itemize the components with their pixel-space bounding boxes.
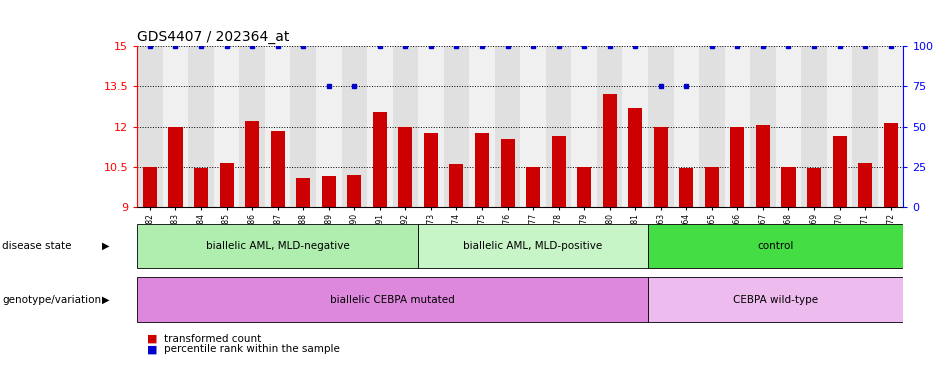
Bar <box>622 46 648 207</box>
Bar <box>679 169 693 207</box>
Bar <box>469 46 495 207</box>
Bar <box>475 134 489 207</box>
Bar <box>137 223 418 268</box>
Bar <box>827 46 852 207</box>
Bar <box>424 134 438 207</box>
Bar <box>852 46 878 207</box>
Bar <box>628 108 642 207</box>
Bar <box>163 46 188 207</box>
Bar <box>832 136 847 207</box>
Bar <box>347 175 361 207</box>
Bar <box>520 46 546 207</box>
Bar <box>296 178 310 207</box>
Text: disease state: disease state <box>2 241 71 251</box>
Text: biallelic AML, MLD-positive: biallelic AML, MLD-positive <box>464 241 603 251</box>
Text: transformed count: transformed count <box>164 334 261 344</box>
Bar <box>648 277 903 322</box>
Bar <box>367 46 393 207</box>
Bar <box>143 167 157 207</box>
Bar <box>316 46 342 207</box>
Text: ▶: ▶ <box>102 241 110 251</box>
Bar <box>449 164 464 207</box>
Bar <box>322 177 336 207</box>
Bar <box>552 136 566 207</box>
Bar <box>265 46 290 207</box>
Bar <box>500 139 515 207</box>
Bar <box>398 127 412 207</box>
Bar <box>137 46 163 207</box>
Bar <box>648 46 674 207</box>
Bar <box>168 127 183 207</box>
Bar <box>571 46 597 207</box>
Bar <box>188 46 214 207</box>
Bar <box>271 131 285 207</box>
Text: GDS4407 / 202364_at: GDS4407 / 202364_at <box>137 30 289 44</box>
Bar <box>393 46 418 207</box>
Bar <box>418 223 648 268</box>
Bar <box>725 46 750 207</box>
Bar <box>730 127 745 207</box>
Bar <box>781 167 796 207</box>
Bar <box>603 94 617 207</box>
Text: CEBPA wild-type: CEBPA wild-type <box>733 295 818 305</box>
Text: ■: ■ <box>147 334 157 344</box>
Bar <box>597 46 622 207</box>
Bar <box>239 46 265 207</box>
Bar <box>418 46 444 207</box>
Bar <box>807 169 821 207</box>
Text: biallelic AML, MLD-negative: biallelic AML, MLD-negative <box>206 241 349 251</box>
Bar <box>776 46 801 207</box>
Bar <box>801 46 827 207</box>
Bar <box>858 163 872 207</box>
Bar <box>245 121 259 207</box>
Bar <box>705 167 719 207</box>
Bar <box>674 46 699 207</box>
Bar <box>577 167 591 207</box>
Bar <box>654 127 668 207</box>
Text: control: control <box>758 241 794 251</box>
Text: ■: ■ <box>147 344 157 354</box>
Bar <box>756 125 770 207</box>
Text: percentile rank within the sample: percentile rank within the sample <box>164 344 340 354</box>
Bar <box>214 46 239 207</box>
Bar <box>878 46 903 207</box>
Bar <box>342 46 367 207</box>
Bar <box>290 46 316 207</box>
Text: ▶: ▶ <box>102 295 110 305</box>
Bar <box>194 168 208 207</box>
Bar <box>137 277 648 322</box>
Bar <box>699 46 725 207</box>
Bar <box>750 46 776 207</box>
Bar <box>373 112 387 207</box>
Bar <box>648 223 903 268</box>
Bar <box>884 123 898 207</box>
Bar <box>526 167 540 207</box>
Bar <box>444 46 469 207</box>
Bar <box>546 46 571 207</box>
Bar <box>495 46 520 207</box>
Text: biallelic CEBPA mutated: biallelic CEBPA mutated <box>330 295 455 305</box>
Bar <box>219 163 234 207</box>
Text: genotype/variation: genotype/variation <box>2 295 101 305</box>
